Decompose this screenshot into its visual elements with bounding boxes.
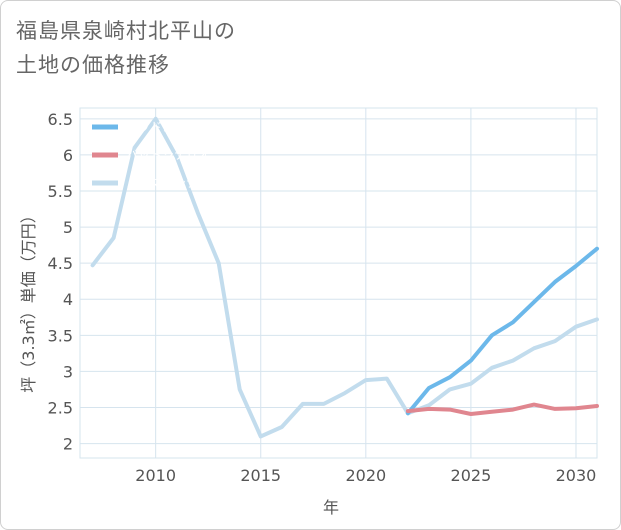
legend-label: バッドシナリオ [126, 148, 210, 162]
x-tick-label: 2025 [451, 466, 492, 485]
y-tick-label: 4.5 [48, 254, 73, 273]
tick-labels: 2010 2015 2020 2025 2030 2 2.5 3 3.5 4 4.5 5 5.5 6 6.5 [48, 110, 597, 485]
series-line-bad [405, 402, 599, 416]
grid [79, 107, 598, 459]
y-tick-label: 6 [63, 146, 73, 165]
title-line-2: 土地の価格推移 [16, 53, 170, 77]
y-tick-label: 4 [63, 290, 73, 309]
x-axis-label: 年 [323, 498, 339, 517]
y-tick-label: 5.5 [48, 182, 73, 201]
y-tick-label: 3 [63, 362, 73, 381]
series-line-good [405, 246, 599, 416]
series-line-normal [90, 116, 599, 439]
y-tick-label: 3.5 [48, 326, 73, 345]
legend-label: グッドシナリオ [126, 120, 210, 134]
legend-label: ノーマルシナリオ [126, 176, 222, 190]
title-line-1: 福島県泉崎村北平山の [16, 19, 236, 43]
x-tick-label: 2015 [240, 466, 281, 485]
y-tick-label: 5 [63, 218, 73, 237]
y-axis-label: 坪（3.3㎡）単価（万円） [19, 207, 38, 392]
x-tick-label: 2020 [345, 466, 386, 485]
x-tick-label: 2010 [135, 466, 176, 485]
chart-title: 福島県泉崎村北平山の 土地の価格推移 [16, 14, 436, 82]
y-tick-label: 2 [63, 435, 73, 454]
x-tick-label: 2030 [556, 466, 597, 485]
y-tick-label: 6.5 [48, 110, 73, 129]
y-tick-label: 2.5 [48, 398, 73, 417]
plot-frame [79, 107, 598, 459]
series-lines [90, 116, 599, 439]
